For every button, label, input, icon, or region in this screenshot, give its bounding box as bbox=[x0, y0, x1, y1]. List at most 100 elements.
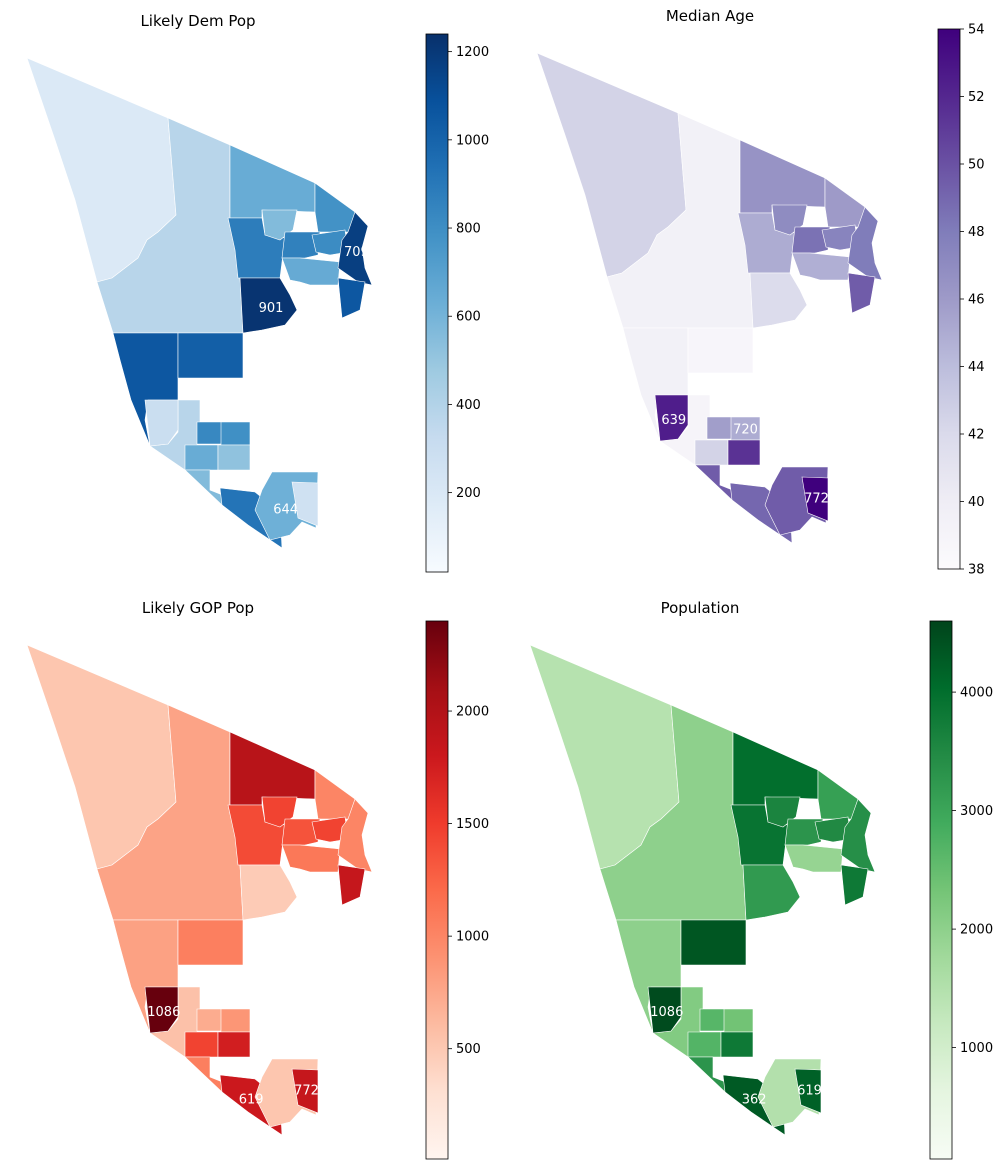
colorbar-tick-label: 48 bbox=[968, 225, 985, 240]
colorbar: 38 40 42 44 46 48 50 52 54 bbox=[937, 23, 985, 578]
map-region bbox=[314, 182, 356, 233]
colorbar-tick-label: 400 bbox=[456, 398, 481, 413]
map-region bbox=[311, 816, 349, 843]
map-region bbox=[314, 769, 356, 820]
map-region bbox=[742, 864, 801, 921]
map-region bbox=[281, 257, 341, 286]
map-region bbox=[337, 277, 366, 319]
colorbar-tick-label: 3000 bbox=[960, 804, 993, 819]
map-region bbox=[227, 217, 286, 279]
colorbar-tick-label: 1000 bbox=[960, 1041, 993, 1056]
map-region bbox=[749, 272, 808, 329]
map-region bbox=[311, 229, 349, 256]
map-region bbox=[220, 421, 251, 446]
map-region bbox=[229, 731, 316, 806]
map-region bbox=[737, 212, 796, 274]
colorbar-tick-label: 500 bbox=[456, 1042, 481, 1057]
region-annotation: 772 bbox=[804, 491, 829, 506]
colorbar-gradient bbox=[937, 28, 961, 570]
colorbar-tick-label: 2000 bbox=[456, 705, 489, 720]
colorbar-tick-label: 50 bbox=[968, 158, 985, 173]
colorbar-gradient bbox=[929, 620, 953, 1160]
map-region bbox=[239, 277, 298, 334]
map-region bbox=[654, 394, 689, 442]
region-annotation: 1086 bbox=[650, 1005, 683, 1020]
map-panel-gop: Likely GOP Pop 1086 619 772 500 1000 1500 2000 bbox=[26, 599, 489, 1160]
map-region bbox=[687, 327, 754, 374]
map-panel-dem: Likely Dem Pop 901 709 644 200 400 600 800 1000 1… bbox=[26, 12, 489, 573]
colorbar-tick-label: 1200 bbox=[456, 45, 489, 60]
colorbar-tick-label: 1000 bbox=[456, 133, 489, 148]
colorbar-tick-label: 46 bbox=[968, 293, 985, 308]
map-regions: 901 709 644 bbox=[26, 57, 373, 549]
map-region bbox=[647, 986, 682, 1034]
panel-title: Likely GOP Pop bbox=[142, 599, 254, 617]
map-regions: 1086 362 619 bbox=[529, 644, 876, 1136]
colorbar-tick-label: 54 bbox=[968, 23, 985, 38]
map-regions: 1086 619 772 bbox=[26, 644, 373, 1136]
map-region bbox=[739, 139, 826, 214]
colorbar-gradient bbox=[425, 33, 449, 573]
colorbar-tick-label: 600 bbox=[456, 310, 481, 325]
map-region bbox=[784, 844, 844, 873]
region-annotation: 720 bbox=[733, 423, 758, 438]
colorbar-tick-label: 200 bbox=[456, 486, 481, 501]
map-region bbox=[239, 864, 298, 921]
region-annotation: 619 bbox=[797, 1083, 822, 1098]
map-regions: 639 720 772 bbox=[536, 52, 883, 544]
map-region bbox=[217, 444, 251, 471]
region-annotation: 619 bbox=[239, 1093, 264, 1108]
map-region bbox=[291, 1068, 319, 1114]
map-region bbox=[801, 476, 829, 522]
map-region bbox=[227, 804, 286, 866]
colorbar-tick-label: 38 bbox=[968, 563, 985, 578]
map-region bbox=[840, 864, 869, 906]
map-region bbox=[144, 399, 179, 447]
colorbar-tick-label: 1000 bbox=[456, 930, 489, 945]
map-region bbox=[791, 252, 851, 281]
map-region bbox=[732, 731, 819, 806]
map-region bbox=[814, 816, 852, 843]
map-region bbox=[184, 1056, 231, 1093]
colorbar-tick-label: 1500 bbox=[456, 817, 489, 832]
map-region bbox=[337, 864, 366, 906]
colorbar-tick-label: 800 bbox=[456, 222, 481, 237]
colorbar-tick-label: 52 bbox=[968, 90, 985, 105]
map-region bbox=[281, 844, 341, 873]
map-region bbox=[687, 1031, 722, 1058]
map-panel-pop: Population 1086 362 619 1000 2000 3000 4000 bbox=[529, 599, 993, 1160]
map-region bbox=[184, 469, 231, 506]
map-region bbox=[784, 818, 824, 846]
region-annotation: 639 bbox=[661, 413, 686, 428]
colorbar: 200 400 600 800 1000 1200 bbox=[425, 33, 489, 573]
region-annotation: 709 bbox=[344, 245, 369, 260]
map-region bbox=[694, 439, 729, 466]
map-region bbox=[791, 226, 831, 254]
map-region bbox=[727, 439, 761, 466]
map-region bbox=[229, 144, 316, 219]
map-region bbox=[217, 1031, 251, 1058]
map-region bbox=[817, 769, 859, 820]
colorbar-tick-label: 40 bbox=[968, 495, 985, 510]
map-region bbox=[177, 332, 244, 379]
panel-title: Likely Dem Pop bbox=[140, 12, 255, 30]
map-region bbox=[824, 177, 866, 228]
colorbar-tick-label: 2000 bbox=[960, 923, 993, 938]
colorbar: 500 1000 1500 2000 bbox=[425, 620, 489, 1160]
colorbar-tick-label: 4000 bbox=[960, 686, 993, 701]
map-region bbox=[184, 444, 219, 471]
region-annotation: 901 bbox=[259, 301, 284, 316]
region-annotation: 644 bbox=[273, 503, 298, 518]
colorbar-gradient bbox=[425, 620, 449, 1160]
map-region bbox=[687, 1056, 734, 1093]
map-region bbox=[794, 1068, 822, 1114]
panel-title: Median Age bbox=[666, 7, 754, 25]
map-region bbox=[144, 986, 179, 1034]
map-region bbox=[291, 481, 319, 527]
colorbar-tick-label: 42 bbox=[968, 428, 985, 443]
map-region bbox=[847, 272, 876, 314]
map-panel-age: Median Age 639 720 772 38 40 42 44 46 48 50 52 54 bbox=[536, 7, 985, 578]
region-annotation: 772 bbox=[294, 1083, 319, 1098]
region-annotation: 1086 bbox=[147, 1005, 180, 1020]
